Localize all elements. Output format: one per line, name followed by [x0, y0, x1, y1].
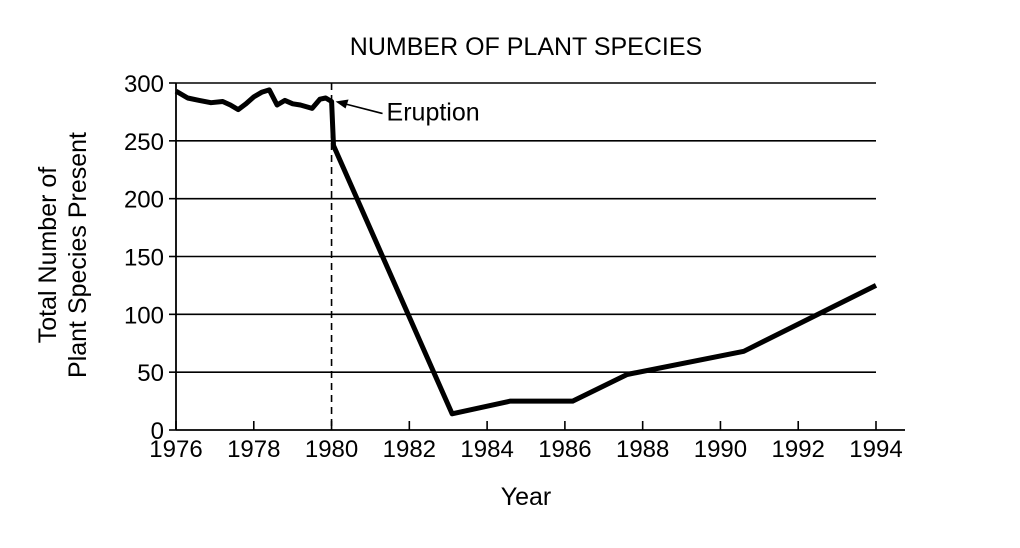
annotation-arrow-shaft — [343, 102, 383, 115]
chart-title: NUMBER OF PLANT SPECIES — [350, 33, 702, 61]
series-line-plant-species — [174, 87, 878, 417]
series-group — [174, 87, 878, 417]
gridlines — [176, 82, 876, 373]
y-tick-label-0: 0 — [151, 418, 164, 445]
y-tick-label-50: 50 — [137, 360, 164, 387]
annotation-eruption-label: Eruption — [387, 99, 480, 127]
y-tick-label-150: 150 — [124, 245, 164, 272]
x-tick-label-1978: 1978 — [227, 436, 280, 463]
y-axis-ticks: 0 50 100 150 200 250 300 — [124, 71, 176, 445]
x-axis-ticks: 1976 1978 1980 1982 1984 1986 1988 1990 1992 1994 — [149, 421, 903, 463]
x-tick-label-1986: 1986 — [538, 436, 591, 463]
x-tick-label-1982: 1982 — [383, 436, 436, 463]
y-tick-label-100: 100 — [124, 302, 164, 329]
x-tick-label-1984: 1984 — [460, 436, 513, 463]
y-tick-label-300: 300 — [124, 71, 164, 98]
x-tick-label-1994: 1994 — [849, 436, 902, 463]
y-axis-title-line-2: Plant Species Present — [64, 132, 92, 378]
y-axis-title-line-1: Total Number of — [34, 167, 62, 344]
y-tick-label-250: 250 — [124, 129, 164, 156]
annotations: Eruption — [335, 99, 480, 127]
y-tick-label-200: 200 — [124, 187, 164, 214]
annotation-arrowhead — [335, 99, 349, 109]
x-tick-label-1976: 1976 — [149, 436, 202, 463]
x-tick-label-1988: 1988 — [616, 436, 669, 463]
x-tick-label-1990: 1990 — [694, 436, 747, 463]
x-axis-title: Year — [501, 483, 552, 511]
y-axis-title: Total Number of Plant Species Present — [34, 132, 92, 378]
x-tick-label-1980: 1980 — [305, 436, 358, 463]
x-tick-label-1992: 1992 — [772, 436, 825, 463]
